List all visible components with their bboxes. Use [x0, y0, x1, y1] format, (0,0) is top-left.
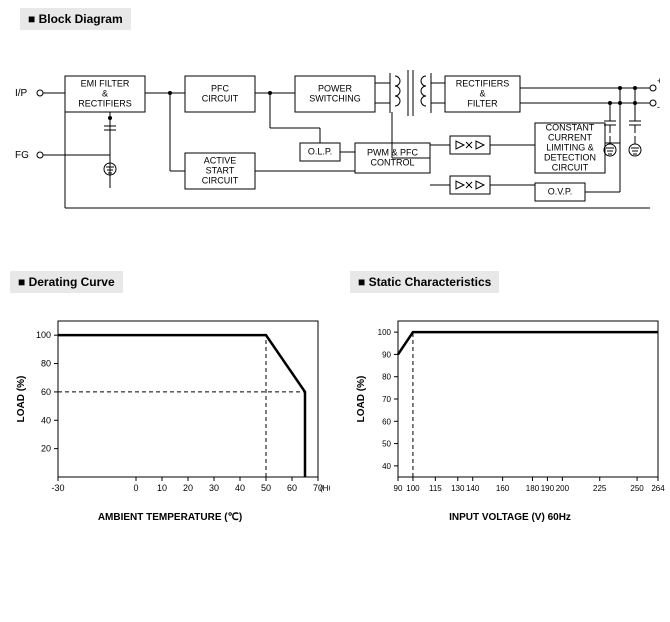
svg-text:100: 100	[378, 328, 392, 337]
svg-text:20: 20	[41, 444, 51, 454]
svg-text:10: 10	[157, 483, 167, 493]
svg-text:80: 80	[382, 373, 391, 382]
section-header-derating: Derating Curve	[10, 271, 123, 293]
svg-text:40: 40	[235, 483, 245, 493]
block-active-start-label: CIRCUIT	[202, 175, 239, 185]
svg-text:225: 225	[593, 484, 607, 493]
static-chart: 4050607080901009010011513014016018019020…	[350, 311, 670, 501]
svg-text:140: 140	[466, 484, 480, 493]
svg-text:100: 100	[406, 484, 420, 493]
block-emi-label: EMI FILTER	[81, 78, 130, 88]
svg-text:200: 200	[556, 484, 570, 493]
block-diagram-area: I/PFGEMI FILTER&RECTIFIERSPFCCIRCUITPOWE…	[0, 38, 670, 263]
block-const-current-label: CURRENT	[548, 132, 593, 142]
block-pfc-label: PFC	[211, 83, 230, 93]
block-active-start-label: ACTIVE	[204, 155, 237, 165]
block-ovp-label: O.V.P.	[548, 186, 573, 196]
block-pfc-label: CIRCUIT	[202, 93, 239, 103]
block-power-switching-label: SWITCHING	[309, 93, 361, 103]
block-const-current-label: LIMITING &	[546, 142, 594, 152]
svg-text:50: 50	[261, 483, 271, 493]
svg-text:130: 130	[451, 484, 465, 493]
svg-text:115: 115	[429, 484, 442, 493]
block-const-current-label: CIRCUIT	[552, 162, 589, 172]
block-const-current-label: CONSTANT	[546, 122, 595, 132]
svg-text:60: 60	[382, 417, 391, 426]
label-vn: -V	[657, 102, 660, 112]
label-fg: FG	[15, 150, 29, 161]
derating-xlabel: AMBIENT TEMPERATURE (℃)	[10, 512, 330, 523]
svg-text:LOAD (%): LOAD (%)	[356, 376, 367, 423]
block-diagram-svg: I/PFGEMI FILTER&RECTIFIERSPFCCIRCUITPOWE…	[10, 58, 660, 238]
svg-text:30: 30	[209, 483, 219, 493]
block-active-start-label: START	[206, 165, 235, 175]
svg-text:0: 0	[133, 483, 138, 493]
svg-text:20: 20	[183, 483, 193, 493]
block-power-switching-label: POWER	[318, 83, 353, 93]
section-header-block-diagram: Block Diagram	[20, 8, 131, 30]
svg-text:264: 264	[651, 484, 665, 493]
block-emi-label: RECTIFIERS	[78, 98, 132, 108]
svg-text:250: 250	[630, 484, 644, 493]
svg-text:60: 60	[287, 483, 297, 493]
block-pwm-pfc-label: CONTROL	[370, 157, 414, 167]
svg-text:190: 190	[541, 484, 555, 493]
block-olp-label: O.L.P.	[308, 146, 332, 156]
svg-text:90: 90	[394, 484, 403, 493]
block-rect-filter-label: FILTER	[467, 98, 498, 108]
label-vp: +V	[657, 76, 660, 86]
section-header-static: Static Characteristics	[350, 271, 499, 293]
block-rect-filter-label: &	[479, 88, 485, 98]
svg-text:80: 80	[41, 359, 51, 369]
static-chart-wrap: 4050607080901009010011513014016018019020…	[350, 301, 670, 533]
svg-text:100: 100	[36, 330, 51, 340]
svg-text:70: 70	[382, 395, 391, 404]
svg-text:(HORIZONTAL): (HORIZONTAL)	[320, 484, 330, 493]
svg-text:60: 60	[41, 387, 51, 397]
block-rect-filter-label: RECTIFIERS	[456, 78, 510, 88]
svg-text:LOAD (%): LOAD (%)	[16, 376, 27, 423]
label-ip: I/P	[15, 88, 28, 99]
derating-chart-wrap: 20406080100-30010203040506070LOAD (%)(HO…	[10, 301, 330, 533]
svg-text:40: 40	[41, 415, 51, 425]
svg-text:-30: -30	[51, 483, 64, 493]
block-const-current-label: DETECTION	[544, 152, 596, 162]
block-emi-label: &	[102, 88, 108, 98]
svg-text:40: 40	[382, 462, 391, 471]
static-xlabel: INPUT VOLTAGE (V) 60Hz	[350, 512, 670, 523]
svg-text:180: 180	[526, 484, 540, 493]
svg-text:90: 90	[382, 350, 391, 359]
svg-text:160: 160	[496, 484, 510, 493]
derating-chart: 20406080100-30010203040506070LOAD (%)(HO…	[10, 311, 330, 501]
block-pwm-pfc-label: PWM & PFC	[367, 147, 418, 157]
svg-text:50: 50	[382, 440, 391, 449]
